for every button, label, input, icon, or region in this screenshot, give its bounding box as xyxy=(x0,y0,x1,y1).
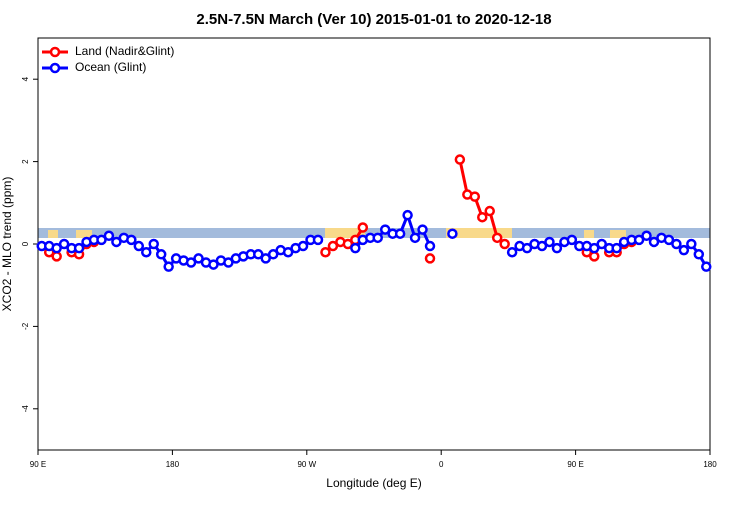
point xyxy=(282,246,294,258)
y-axis-label: XCO2 - MLO trend (ppm) xyxy=(0,177,14,312)
point xyxy=(223,257,234,268)
point xyxy=(148,238,159,250)
point xyxy=(641,230,652,242)
land-band xyxy=(325,228,365,238)
point xyxy=(663,234,675,246)
point xyxy=(357,222,369,233)
legend-label: Land (Nadir&Glint) xyxy=(75,44,174,58)
point xyxy=(491,232,503,244)
point xyxy=(469,191,481,202)
x-tick-label: 90 E xyxy=(567,460,583,469)
point xyxy=(51,251,62,262)
point xyxy=(126,234,137,246)
point xyxy=(312,234,324,246)
point xyxy=(394,228,406,239)
map-strip xyxy=(38,228,710,238)
point xyxy=(477,211,488,223)
x-tick-label: 90 E xyxy=(30,460,46,469)
point xyxy=(551,242,563,254)
point xyxy=(589,242,600,254)
point xyxy=(611,242,622,254)
legend-marker xyxy=(49,62,61,74)
y-tick-label: 4 xyxy=(21,76,30,81)
point xyxy=(320,246,331,258)
x-tick-label: 0 xyxy=(439,460,444,469)
land-band xyxy=(48,230,58,238)
point xyxy=(648,236,660,248)
point xyxy=(686,238,697,250)
point xyxy=(260,253,271,264)
point xyxy=(372,232,383,244)
point xyxy=(103,230,115,242)
point xyxy=(208,259,219,270)
point xyxy=(566,234,578,246)
point xyxy=(163,261,174,272)
point xyxy=(350,242,361,254)
legend-marker xyxy=(49,46,61,58)
point xyxy=(447,228,458,239)
point xyxy=(155,249,167,260)
point xyxy=(185,257,197,268)
point xyxy=(58,238,70,250)
point xyxy=(409,232,421,244)
point xyxy=(424,240,436,252)
x-tick-label: 180 xyxy=(166,460,180,469)
land-band xyxy=(76,230,92,238)
land-band xyxy=(446,228,512,238)
point xyxy=(506,246,518,258)
point xyxy=(111,236,122,248)
point xyxy=(499,238,510,250)
point xyxy=(521,242,533,254)
point xyxy=(297,240,309,252)
chart-title: 2.5N-7.5N March (Ver 10) 2015-01-01 to 2… xyxy=(196,11,551,28)
point xyxy=(678,244,690,256)
point xyxy=(544,236,555,248)
y-tick-label: 0 xyxy=(21,241,30,246)
point xyxy=(133,240,145,252)
legend-label: Ocean (Glint) xyxy=(75,60,146,74)
point xyxy=(417,224,428,235)
point xyxy=(701,261,712,272)
point xyxy=(596,238,607,250)
point xyxy=(96,234,107,246)
point xyxy=(536,240,548,252)
point xyxy=(379,224,391,235)
point xyxy=(267,249,279,260)
point xyxy=(454,154,466,165)
point xyxy=(693,249,705,260)
point xyxy=(424,253,436,264)
point xyxy=(342,238,354,250)
point xyxy=(253,249,264,260)
point xyxy=(193,253,204,264)
point xyxy=(51,242,62,254)
x-tick-label: 90 W xyxy=(297,460,316,469)
y-tick-label: -4 xyxy=(21,405,30,413)
point xyxy=(484,205,495,217)
land-band xyxy=(610,230,626,238)
y-tick-label: 2 xyxy=(21,159,30,164)
y-tick-label: -2 xyxy=(21,322,30,330)
ocean-band xyxy=(38,228,710,238)
x-axis-label: Longitude (deg E) xyxy=(326,476,421,490)
land-band xyxy=(584,230,594,238)
point xyxy=(633,234,645,246)
point xyxy=(589,251,600,262)
x-tick-label: 180 xyxy=(703,460,717,469)
point xyxy=(141,246,152,258)
point xyxy=(402,209,413,221)
point xyxy=(671,238,682,250)
point xyxy=(327,240,339,252)
point xyxy=(73,242,85,254)
